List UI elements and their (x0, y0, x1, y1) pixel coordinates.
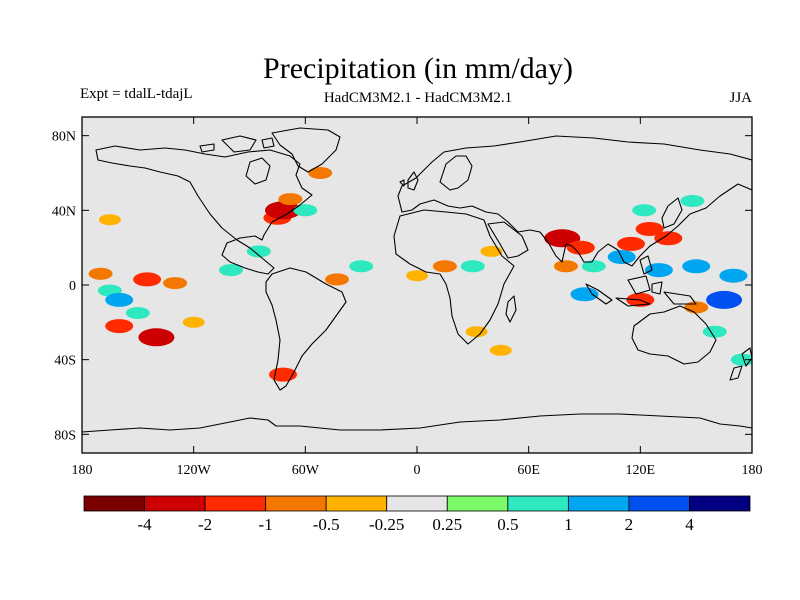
anomaly-region-38 (684, 301, 709, 314)
colorbar-label: 0.25 (432, 515, 462, 534)
anomaly-region-32 (654, 231, 683, 246)
anomaly-region-30 (635, 222, 664, 236)
anomaly-region-8 (182, 316, 205, 328)
colorbar-swatch (446, 495, 509, 512)
lon-tick-label: 180 (742, 463, 763, 478)
australia-outline (631, 305, 717, 365)
lon-tick-label: 120W (177, 463, 212, 478)
anomaly-region-33 (644, 263, 673, 278)
colorbar-label: -0.5 (313, 515, 340, 534)
lat-tick-label: 0 (69, 279, 76, 294)
anomaly-region-11 (278, 193, 303, 206)
anomaly-region-17 (349, 260, 374, 273)
colorbar-label: 1 (564, 515, 573, 534)
anomaly-region-18 (432, 260, 457, 273)
axis-ticks: 80N 40N 0 40S 80S 180 120W 60W 0 60E 120E 180 (52, 117, 763, 478)
anomaly-region-2 (163, 277, 188, 290)
anomaly-region-35 (719, 268, 748, 283)
lon-tick-label: 180 (72, 463, 93, 478)
anomaly-region-25 (566, 240, 595, 255)
new-zealand-outline (729, 347, 752, 381)
colorbar-label: 2 (625, 515, 634, 534)
japan-outline (661, 197, 683, 229)
colorbar-swatch (689, 495, 751, 512)
anomaly-region-1 (133, 272, 162, 287)
colorbar-label: 4 (685, 515, 694, 534)
page-title: Precipitation (in mm/day) (263, 52, 573, 85)
south-america-outline (265, 267, 347, 391)
lon-tick-label: 60W (292, 463, 320, 478)
anomaly-region-5 (125, 307, 150, 319)
arctic-islands-outline (199, 135, 275, 153)
anomaly-region-15 (293, 204, 318, 217)
anomaly-region-43 (98, 214, 121, 226)
anomaly-region-41 (730, 353, 752, 366)
colorbar-label: -4 (137, 515, 152, 534)
antarctica-outline (82, 413, 752, 433)
colorbar-swatch (83, 495, 145, 512)
colorbar-swatch (386, 495, 448, 512)
colorbar-swatch (325, 495, 388, 512)
eurasia-outline (397, 135, 752, 267)
anomaly-region-0 (88, 267, 113, 280)
indonesia-outline (585, 255, 697, 307)
anomaly-region-31 (632, 204, 657, 217)
anomaly-region-4 (105, 292, 134, 307)
lat-tick-label: 80S (54, 428, 76, 443)
anomaly-region-7 (138, 328, 175, 347)
colorbar-label: -2 (198, 515, 212, 534)
colorbar-swatch (628, 495, 690, 512)
anomaly-region-44 (680, 195, 705, 207)
madagascar-outline (505, 295, 517, 323)
colorbar-label: -1 (259, 515, 273, 534)
map-background (82, 117, 752, 453)
colorbar-swatch (265, 495, 327, 512)
experiment-label: Expt = tdalL-tdajL (80, 86, 193, 102)
lat-tick-label: 40S (54, 354, 76, 369)
colorbar-label: -0.25 (369, 515, 404, 534)
africa-outline (393, 209, 515, 345)
arabia-outline (487, 221, 529, 259)
anomaly-region-14 (308, 167, 333, 179)
anomaly-region-29 (617, 236, 645, 251)
anomaly-region-39 (706, 290, 743, 309)
anomaly-region-20 (460, 260, 485, 273)
anomaly-region-21 (480, 245, 503, 257)
continent-outlines (82, 127, 752, 433)
anomaly-region-12 (246, 245, 271, 258)
hudson-bay-outline (245, 157, 271, 185)
lat-tick-label: 40N (52, 204, 76, 219)
model-subtitle: HadCM3M2.1 - HadCM3M2.1 (324, 90, 512, 106)
british-isles-outline (399, 171, 419, 191)
lat-tick-label: 80N (52, 130, 76, 145)
anomaly-region-19 (406, 270, 428, 282)
scandinavia-outline (439, 155, 473, 191)
anomaly-region-10 (265, 201, 301, 220)
colorbar-swatch (144, 495, 206, 512)
colorbar-label: 0.5 (497, 515, 518, 534)
anomaly-region-13 (218, 264, 243, 277)
lon-tick-label: 0 (414, 463, 421, 478)
north-america-outline (95, 145, 313, 275)
anomaly-region-27 (581, 260, 606, 273)
anomaly-region-40 (702, 325, 727, 338)
lon-tick-label: 120E (626, 463, 656, 478)
anomaly-region-34 (682, 259, 711, 274)
colorbar: -4 -2 -1 -0.5 -0.25 0.25 0.5 1 2 4 (83, 495, 751, 534)
colorbar-swatch (204, 495, 267, 512)
colorbar-swatch (507, 495, 569, 512)
colorbar-swatch (567, 495, 630, 512)
anomaly-region-23 (489, 344, 512, 356)
greenland-outline (271, 127, 341, 173)
anomaly-region-36 (570, 287, 599, 302)
lon-tick-label: 60E (517, 463, 540, 478)
anomaly-region-6 (105, 319, 134, 334)
anomaly-region-26 (553, 260, 578, 273)
anomaly-region-22 (465, 326, 488, 338)
season-label: JJA (729, 90, 752, 106)
anomaly-region-16 (325, 273, 349, 286)
